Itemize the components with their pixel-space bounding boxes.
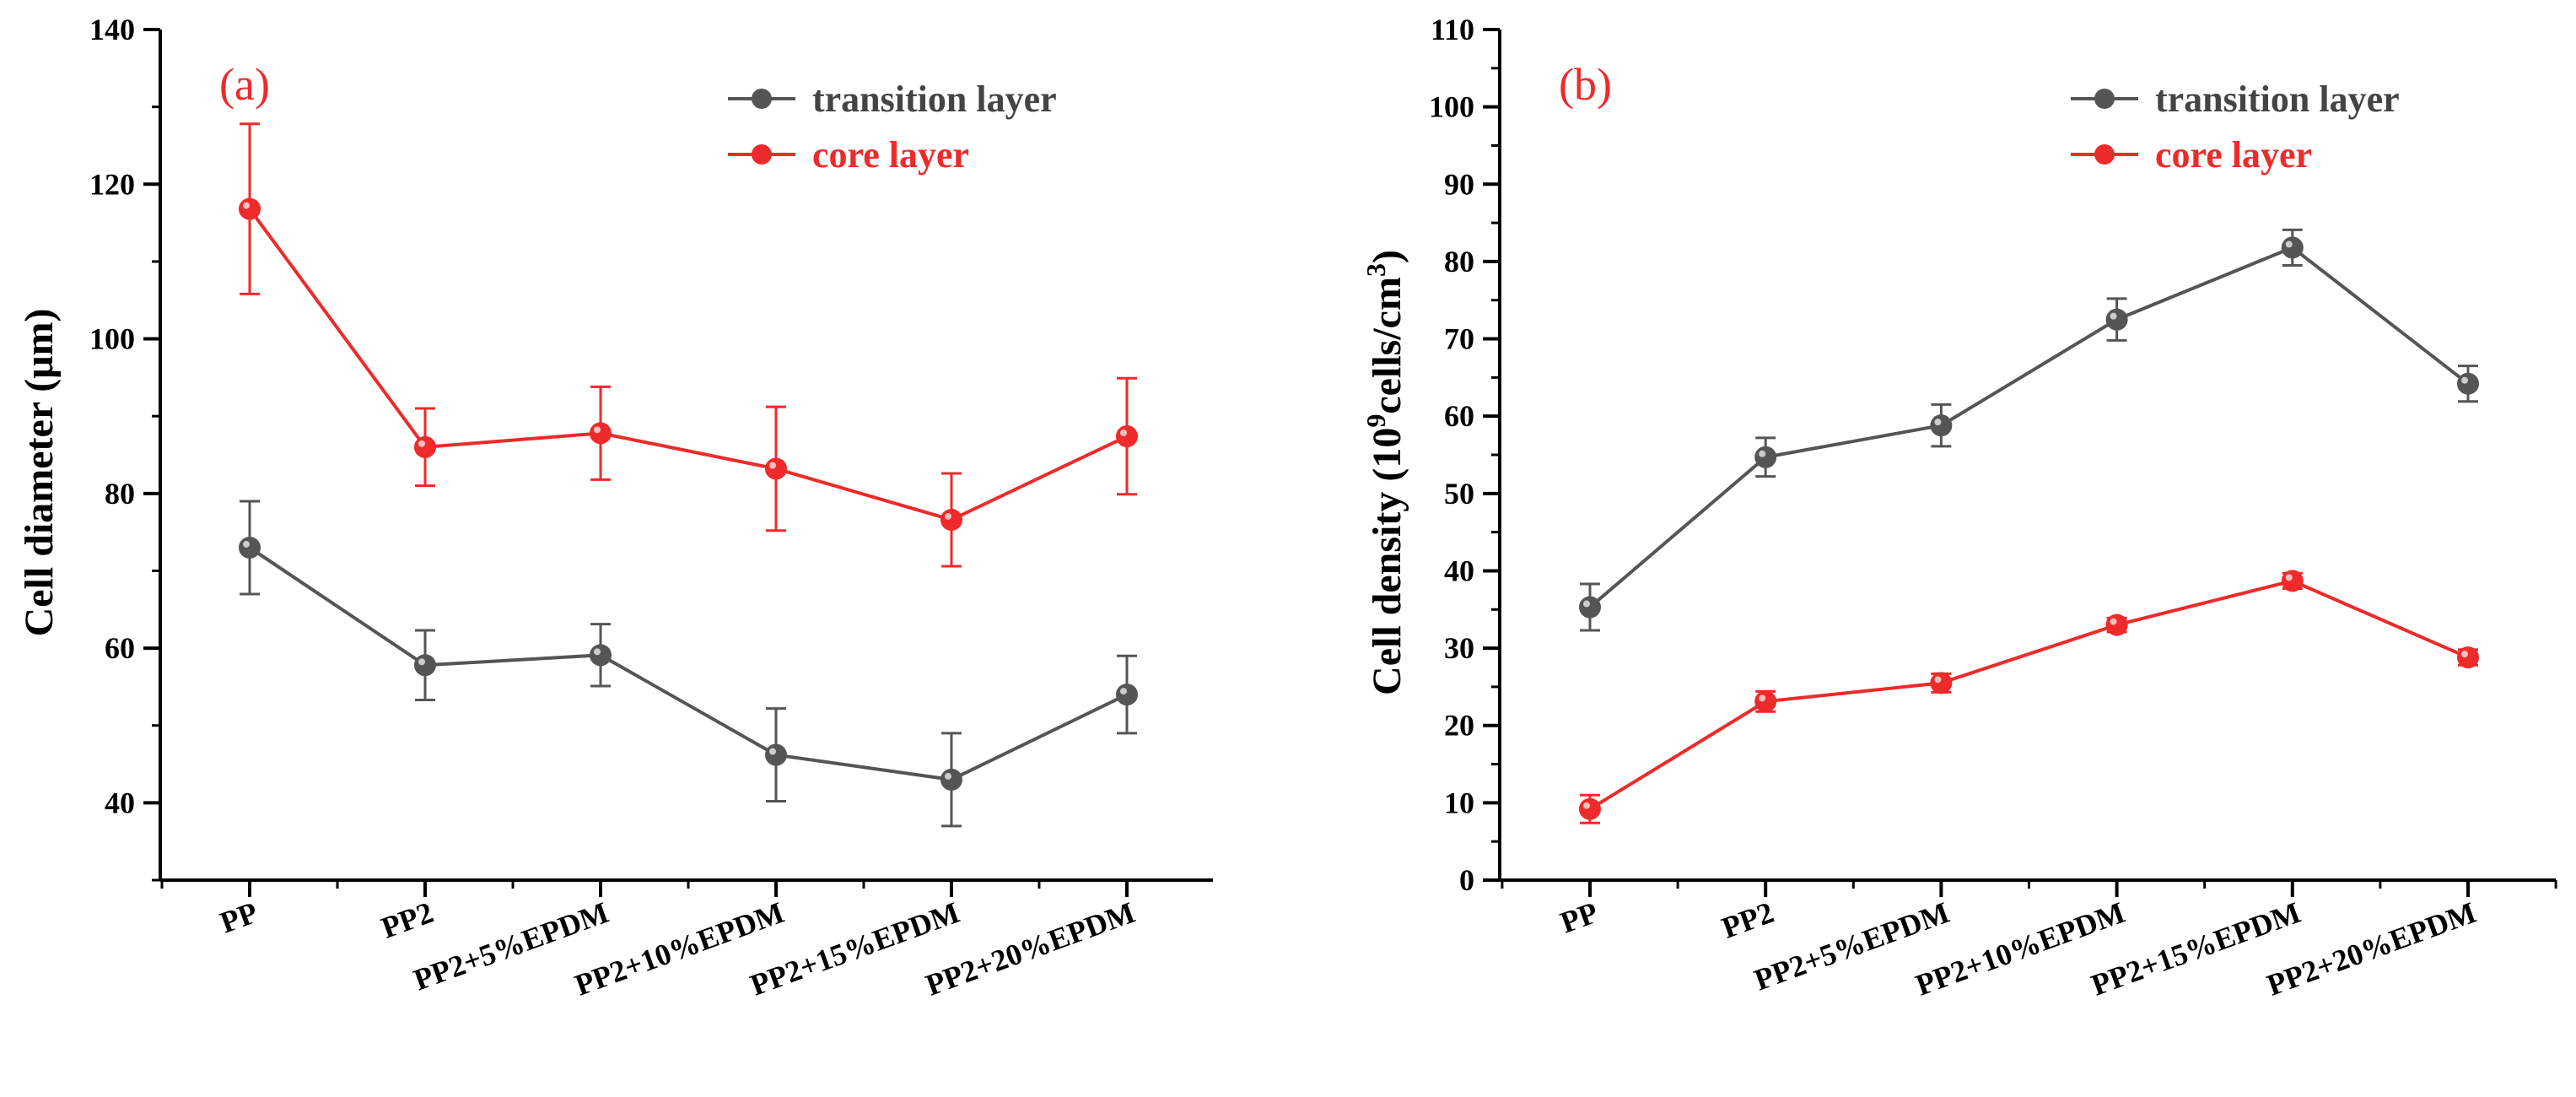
data-point [414,654,436,677]
x-tick-label: PP2 [1717,895,1778,945]
data-point-highlight [2285,574,2293,581]
x-tick-label: PP2 [377,895,438,945]
legend-marker [2094,144,2115,165]
data-point [765,457,787,480]
data-point-highlight [1759,450,1766,457]
y-tick-label: 40 [105,786,135,819]
y-axis-title: Cell density (109cells/cm3) [1361,250,1409,695]
y-tick-label: 20 [1444,709,1474,743]
data-point [2281,570,2304,592]
legend-label: transition layer [812,78,1057,120]
data-point [2105,613,2128,636]
y-tick-label: 100 [1429,90,1474,124]
data-point-highlight [243,540,250,548]
data-point-highlight [769,748,776,755]
data-point [590,422,612,445]
data-point-highlight [2461,376,2468,384]
data-point [940,508,962,531]
y-tick-label: 70 [1444,322,1474,356]
y-tick-label: 100 [89,322,135,356]
data-point-highlight [1583,802,1590,809]
data-point [2457,646,2479,669]
data-point-highlight [1759,694,1766,702]
data-point-highlight [945,512,951,520]
data-point [239,197,261,220]
x-tick-label: PP [216,895,262,940]
series-line [248,546,1128,781]
data-point [1930,414,1953,437]
data-point-highlight [243,202,250,209]
y-tick-label: 80 [105,477,135,511]
y-tick-label: 80 [1444,245,1474,278]
data-point-highlight [1583,600,1590,608]
panel-label: (b) [1559,59,1612,110]
y-tick-label: 50 [1444,477,1474,511]
y-tick-label: 60 [105,631,135,665]
data-point-highlight [2110,312,2117,320]
data-point-highlight [945,772,951,780]
y-tick-label: 10 [1444,786,1474,819]
chart-panel-b: Cell density (109cells/cm3) 0 10 20 30 40 50 6… [1361,13,2557,1002]
data-point [2281,236,2304,259]
data-point [1579,596,1601,619]
data-point [590,644,612,667]
data-point [1930,672,1953,694]
y-tick-label: 120 [89,167,135,201]
data-point-highlight [594,426,601,434]
legend-marker [752,89,772,109]
data-point [765,743,787,766]
legend-label: core layer [2155,134,2312,176]
data-point-highlight [1120,688,1127,695]
series-line [1588,246,2470,609]
legend-marker [2094,89,2115,109]
data-point [1754,446,1777,468]
data-point-highlight [1120,430,1127,437]
y-tick-label: 0 [1459,863,1474,897]
data-point-highlight [594,648,601,656]
series-line [1588,579,2469,811]
data-point-highlight [2285,240,2293,248]
series-line [248,208,1128,522]
y-tick-label: 30 [1444,631,1474,665]
data-point [239,536,261,559]
data-point [1116,425,1138,448]
legend-label: transition layer [2155,78,2400,120]
y-tick-label: 60 [1444,399,1474,433]
data-point [2105,308,2128,331]
data-point [414,435,436,458]
y-tick-label: 90 [1444,167,1474,201]
legend-marker [752,144,772,165]
data-point-highlight [2461,651,2468,658]
data-point [1754,690,1777,713]
data-point [940,768,962,791]
data-point-highlight [418,658,425,666]
y-tick-label: 110 [1431,13,1474,46]
y-tick-label: 40 [1444,554,1474,587]
y-tick-label: 140 [89,13,135,46]
panel-label: (a) [219,59,270,110]
data-point-highlight [1934,419,1942,426]
y-axis-title: Cell diameter (μm) [17,309,62,637]
data-point-highlight [2110,618,2117,625]
data-point [1116,684,1138,706]
legend-label: core layer [812,134,969,176]
x-tick-label: PP [1556,895,1603,940]
data-point-highlight [769,462,776,469]
data-point [2457,372,2479,395]
data-point [1579,797,1601,820]
data-point-highlight [1934,676,1942,684]
data-point-highlight [418,440,425,447]
